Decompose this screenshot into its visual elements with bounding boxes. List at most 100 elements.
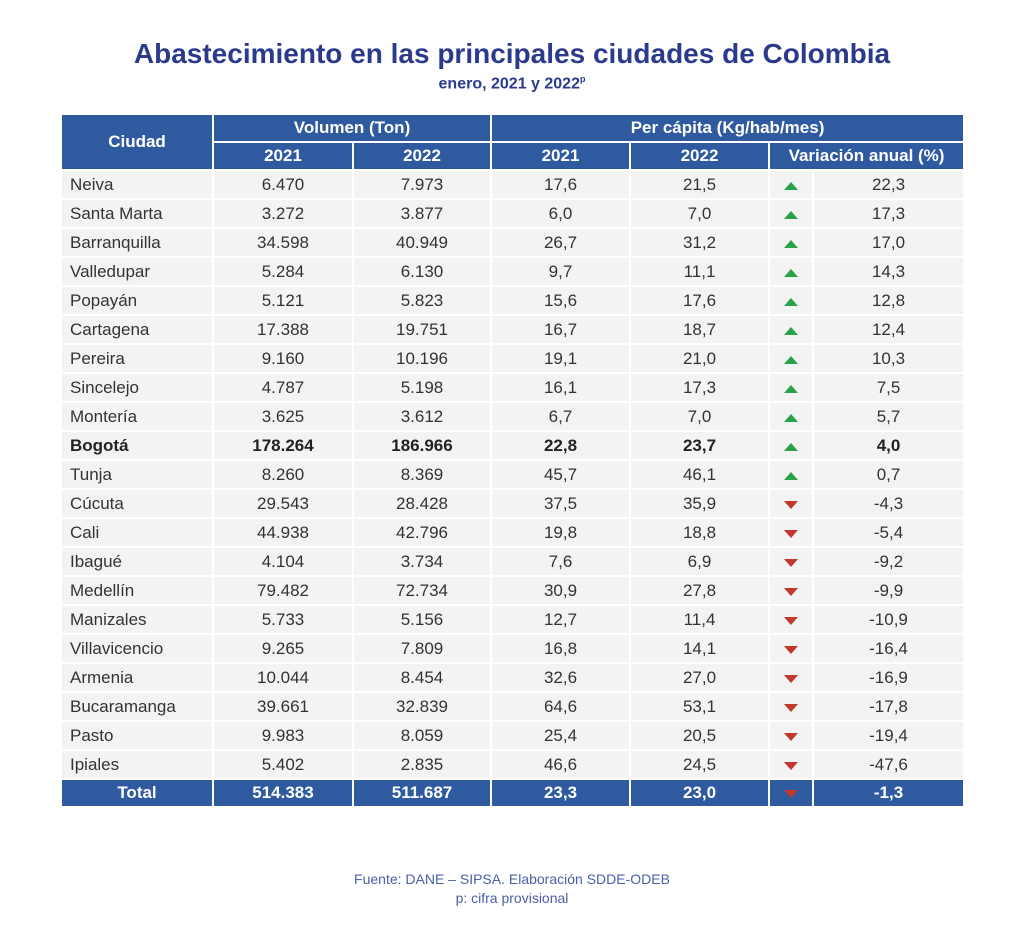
volume-2021-cell: 5.121 <box>214 287 352 314</box>
per-capita-2022-cell: 11,4 <box>631 606 768 633</box>
city-cell: Sincelejo <box>62 374 212 401</box>
total-row: Total 514.383 511.687 23,3 23,0 -1,3 <box>62 780 964 806</box>
per-capita-2022-cell: 27,8 <box>631 577 768 604</box>
variation-cell: -47,6 <box>814 751 964 778</box>
trend-arrow-cell <box>770 606 812 633</box>
city-cell: Neiva <box>62 171 212 198</box>
volume-2021-cell: 9.983 <box>214 722 352 749</box>
per-capita-2022-cell: 23,7 <box>631 432 768 459</box>
volume-2022-cell: 3.612 <box>354 403 490 430</box>
trend-arrow-cell <box>770 200 812 227</box>
city-cell: Cali <box>62 519 212 546</box>
header-city: Ciudad <box>62 115 212 169</box>
header-volume-2022: 2022 <box>354 143 490 169</box>
variation-cell: 14,3 <box>814 258 964 285</box>
per-capita-2021-cell: 19,1 <box>492 345 629 372</box>
trend-arrow-cell <box>770 403 812 430</box>
trend-arrow-cell <box>770 577 812 604</box>
variation-cell: 22,3 <box>814 171 964 198</box>
header-per-capita-2021: 2021 <box>492 143 629 169</box>
volume-2021-cell: 8.260 <box>214 461 352 488</box>
volume-2021-cell: 4.104 <box>214 548 352 575</box>
volume-2022-cell: 3.734 <box>354 548 490 575</box>
volume-2021-cell: 10.044 <box>214 664 352 691</box>
triangle-up-icon <box>784 326 798 335</box>
city-cell: Manizales <box>62 606 212 633</box>
city-cell: Cúcuta <box>62 490 212 517</box>
trend-arrow-cell <box>770 548 812 575</box>
triangle-up-icon <box>784 355 798 364</box>
table-row: Ipiales 5.402 2.835 46,6 24,5 -47,6 <box>62 751 964 778</box>
city-cell: Villavicencio <box>62 635 212 662</box>
variation-cell: -17,8 <box>814 693 964 720</box>
per-capita-2021-cell: 12,7 <box>492 606 629 633</box>
header-per-capita-2022: 2022 <box>631 143 768 169</box>
per-capita-2022-cell: 24,5 <box>631 751 768 778</box>
triangle-down-icon <box>784 616 798 625</box>
volume-2022-cell: 72.734 <box>354 577 490 604</box>
per-capita-2021-cell: 32,6 <box>492 664 629 691</box>
triangle-down-icon <box>784 703 798 712</box>
per-capita-2021-cell: 45,7 <box>492 461 629 488</box>
variation-cell: -4,3 <box>814 490 964 517</box>
per-capita-2021-cell: 7,6 <box>492 548 629 575</box>
trend-arrow-cell <box>770 664 812 691</box>
city-cell: Pasto <box>62 722 212 749</box>
city-cell: Armenia <box>62 664 212 691</box>
per-capita-2022-cell: 20,5 <box>631 722 768 749</box>
header-row-sub: 2021 2022 2021 2022 Variación anual (%) <box>62 143 964 169</box>
table-row: Pereira 9.160 10.196 19,1 21,0 10,3 <box>62 345 964 372</box>
table-row: Pasto 9.983 8.059 25,4 20,5 -19,4 <box>62 722 964 749</box>
per-capita-2022-cell: 14,1 <box>631 635 768 662</box>
city-cell: Bucaramanga <box>62 693 212 720</box>
header-per-capita: Per cápita (Kg/hab/mes) <box>492 115 964 141</box>
page-subtitle: enero, 2021 y 2022p <box>0 74 1024 93</box>
per-capita-2021-cell: 30,9 <box>492 577 629 604</box>
volume-2021-cell: 9.160 <box>214 345 352 372</box>
volume-2021-cell: 5.733 <box>214 606 352 633</box>
triangle-up-icon <box>784 268 798 277</box>
per-capita-2022-cell: 46,1 <box>631 461 768 488</box>
variation-cell: -9,2 <box>814 548 964 575</box>
city-cell: Cartagena <box>62 316 212 343</box>
variation-cell: 17,0 <box>814 229 964 256</box>
table-row: Sincelejo 4.787 5.198 16,1 17,3 7,5 <box>62 374 964 401</box>
per-capita-2022-cell: 11,1 <box>631 258 768 285</box>
city-cell: Tunja <box>62 461 212 488</box>
volume-2021-cell: 39.661 <box>214 693 352 720</box>
per-capita-2021-cell: 37,5 <box>492 490 629 517</box>
triangle-up-icon <box>784 471 798 480</box>
variation-cell: 17,3 <box>814 200 964 227</box>
volume-2022-cell: 8.369 <box>354 461 490 488</box>
volume-2022-cell: 511.687 <box>354 780 490 806</box>
city-cell: Popayán <box>62 287 212 314</box>
triangle-down-icon <box>784 790 798 798</box>
per-capita-2021-cell: 25,4 <box>492 722 629 749</box>
per-capita-2022-cell: 6,9 <box>631 548 768 575</box>
variation-cell: 4,0 <box>814 432 964 459</box>
per-capita-2021-cell: 6,0 <box>492 200 629 227</box>
volume-2021-cell: 34.598 <box>214 229 352 256</box>
city-cell: Ipiales <box>62 751 212 778</box>
triangle-up-icon <box>784 181 798 190</box>
table-row: Tunja 8.260 8.369 45,7 46,1 0,7 <box>62 461 964 488</box>
city-cell: Ibagué <box>62 548 212 575</box>
per-capita-2021-cell: 6,7 <box>492 403 629 430</box>
variation-cell: -16,9 <box>814 664 964 691</box>
city-cell: Santa Marta <box>62 200 212 227</box>
table-row: Cartagena 17.388 19.751 16,7 18,7 12,4 <box>62 316 964 343</box>
variation-cell: 5,7 <box>814 403 964 430</box>
per-capita-2022-cell: 18,7 <box>631 316 768 343</box>
volume-2021-cell: 178.264 <box>214 432 352 459</box>
per-capita-2022-cell: 53,1 <box>631 693 768 720</box>
city-cell: Valledupar <box>62 258 212 285</box>
triangle-up-icon <box>784 384 798 393</box>
trend-arrow-cell <box>770 229 812 256</box>
subtitle-text: enero, 2021 y 2022 <box>438 75 580 93</box>
city-cell: Medellín <box>62 577 212 604</box>
trend-arrow-cell <box>770 693 812 720</box>
table-row: Bogotá 178.264 186.966 22,8 23,7 4,0 <box>62 432 964 459</box>
volume-2021-cell: 3.625 <box>214 403 352 430</box>
per-capita-2021-cell: 16,7 <box>492 316 629 343</box>
per-capita-2021-cell: 16,1 <box>492 374 629 401</box>
